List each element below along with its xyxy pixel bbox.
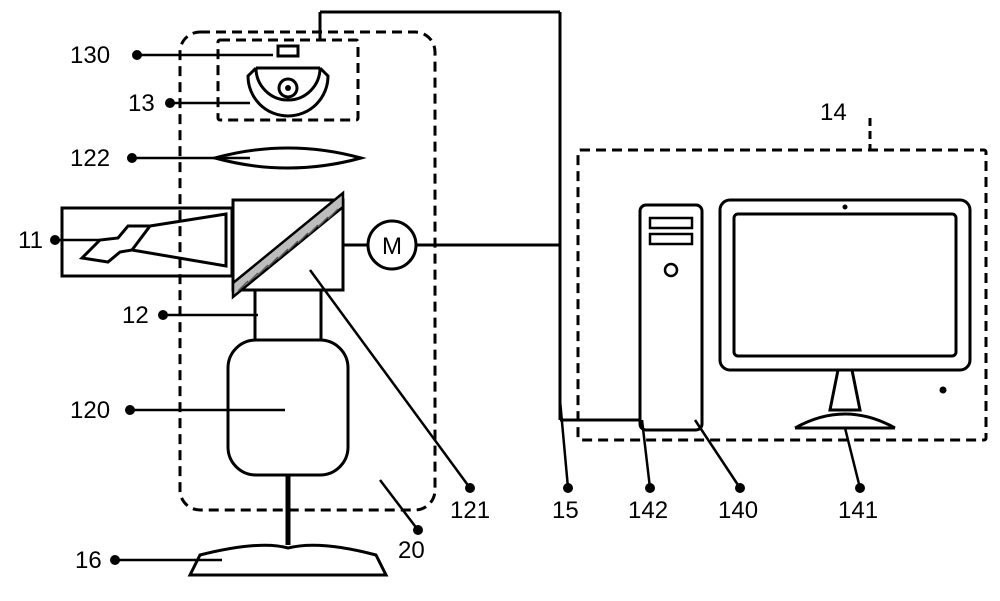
light-source-11: [62, 208, 232, 276]
label-13: 13: [128, 90, 155, 117]
leader-140: 140: [695, 420, 758, 524]
leader-13: 13: [128, 90, 250, 117]
label-130: 130: [70, 42, 110, 69]
leader-14: 14: [820, 99, 847, 126]
label-12: 12: [122, 302, 149, 329]
label-140: 140: [718, 497, 758, 524]
leader-16: 16: [75, 547, 222, 574]
cable-15: [320, 12, 640, 420]
leader-120: 120: [70, 397, 285, 424]
technical-diagram: M 130: [0, 0, 1000, 601]
leader-130: 130: [70, 42, 273, 69]
label-142: 142: [628, 497, 668, 524]
label-16: 16: [75, 547, 102, 574]
label-20: 20: [398, 537, 425, 564]
camera-130: [248, 46, 328, 116]
label-14: 14: [820, 99, 847, 126]
pc-tower-140: [640, 205, 702, 430]
leader-122: 122: [70, 145, 250, 172]
mirror-box: [233, 193, 343, 297]
objective-120: [228, 340, 348, 475]
monitor-141: [720, 200, 970, 428]
connector-neck: [255, 290, 321, 340]
leader-141: 141: [838, 428, 878, 524]
leader-11: 11: [18, 227, 100, 254]
leader-12: 12: [122, 302, 258, 329]
label-121: 121: [450, 497, 490, 524]
leader-142: 142: [628, 420, 668, 524]
label-11: 11: [18, 227, 43, 254]
leader-20: 20: [380, 480, 425, 564]
leader-121: 121: [310, 270, 490, 524]
motor-M: M: [368, 221, 416, 269]
motor-label: M: [382, 233, 402, 260]
label-122: 122: [70, 145, 110, 172]
label-141: 141: [838, 497, 878, 524]
label-120: 120: [70, 397, 110, 424]
label-15: 15: [552, 497, 579, 524]
